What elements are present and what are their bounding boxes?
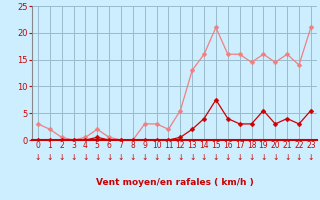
Text: Vent moyen/en rafales ( km/h ): Vent moyen/en rafales ( km/h ) [96, 178, 253, 187]
Text: ↓: ↓ [177, 153, 184, 162]
Text: ↓: ↓ [118, 153, 124, 162]
Text: ↓: ↓ [236, 153, 243, 162]
Text: ↓: ↓ [106, 153, 112, 162]
Text: ↓: ↓ [213, 153, 219, 162]
Text: ↓: ↓ [35, 153, 41, 162]
Text: ↓: ↓ [189, 153, 196, 162]
Text: ↓: ↓ [82, 153, 89, 162]
Text: ↓: ↓ [248, 153, 255, 162]
Text: ↓: ↓ [296, 153, 302, 162]
Text: ↓: ↓ [260, 153, 267, 162]
Text: ↓: ↓ [308, 153, 314, 162]
Text: ↓: ↓ [284, 153, 290, 162]
Text: ↓: ↓ [94, 153, 100, 162]
Text: ↓: ↓ [165, 153, 172, 162]
Text: ↓: ↓ [59, 153, 65, 162]
Text: ↓: ↓ [272, 153, 278, 162]
Text: ↓: ↓ [70, 153, 77, 162]
Text: ↓: ↓ [153, 153, 160, 162]
Text: ↓: ↓ [130, 153, 136, 162]
Text: ↓: ↓ [47, 153, 53, 162]
Text: ↓: ↓ [225, 153, 231, 162]
Text: ↓: ↓ [201, 153, 207, 162]
Text: ↓: ↓ [141, 153, 148, 162]
